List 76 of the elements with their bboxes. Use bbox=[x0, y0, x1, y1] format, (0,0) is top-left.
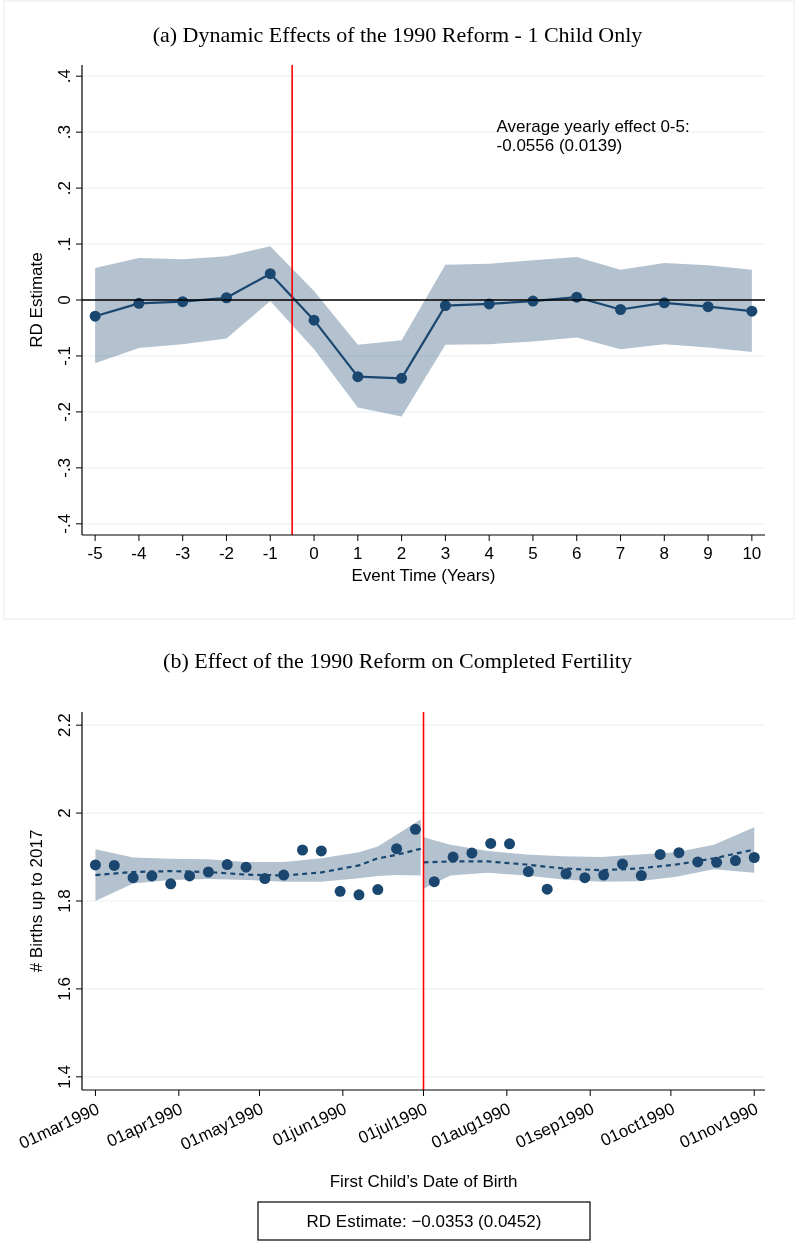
x-tick-label: 3 bbox=[440, 544, 451, 563]
y-tick-label: 1.8 bbox=[55, 889, 74, 913]
y-tick-label: .1 bbox=[55, 236, 74, 252]
point bbox=[673, 847, 685, 859]
x-tick-label: 2 bbox=[396, 544, 407, 563]
point bbox=[748, 851, 760, 863]
y-tick-label: -.2 bbox=[55, 401, 74, 422]
x-tick-label: 4 bbox=[484, 544, 494, 563]
x-tick-label: 8 bbox=[659, 544, 670, 563]
x-tick-label: 6 bbox=[572, 544, 582, 563]
point bbox=[352, 371, 364, 383]
point bbox=[615, 304, 627, 316]
point bbox=[729, 855, 741, 867]
x-tick-label: -3 bbox=[175, 544, 191, 563]
y-tick-label: 0 bbox=[55, 295, 74, 305]
y-tick-label: 1.4 bbox=[55, 1064, 74, 1089]
point bbox=[702, 301, 714, 313]
point bbox=[485, 837, 497, 849]
point bbox=[353, 889, 365, 901]
point bbox=[89, 310, 101, 322]
y-axis-title: # Births up to 2017 bbox=[27, 829, 46, 973]
point bbox=[560, 868, 572, 880]
x-tick-label: 0 bbox=[309, 544, 319, 563]
point bbox=[711, 856, 723, 868]
point bbox=[391, 843, 403, 855]
point bbox=[579, 872, 591, 884]
y-tick-label: 2.2 bbox=[55, 713, 74, 738]
y-tick-label: .2 bbox=[55, 181, 74, 196]
x-tick-label: 1 bbox=[353, 544, 363, 563]
point bbox=[240, 861, 252, 873]
y-tick-label: -.3 bbox=[55, 457, 74, 478]
point bbox=[428, 876, 440, 888]
point bbox=[127, 872, 139, 884]
point bbox=[466, 847, 478, 859]
point bbox=[396, 372, 408, 384]
chart-title: (a) Dynamic Effects of the 1990 Reform - 1 Child Only bbox=[152, 22, 643, 47]
y-tick-label: 1.6 bbox=[55, 977, 74, 1001]
x-axis-title: Event Time (Years) bbox=[351, 566, 496, 585]
point bbox=[165, 878, 177, 890]
x-tick-label: -1 bbox=[262, 544, 278, 563]
point bbox=[334, 885, 346, 897]
point bbox=[598, 869, 610, 881]
x-tick-label: -5 bbox=[87, 544, 103, 563]
point bbox=[654, 848, 666, 860]
y-tick-label: .4 bbox=[55, 69, 74, 84]
point bbox=[89, 859, 101, 871]
y-tick-label: 2 bbox=[55, 808, 74, 818]
point bbox=[108, 859, 120, 871]
text: RD Estimate: −0.0353 (0.0452) bbox=[306, 1212, 542, 1231]
x-tick-label: 5 bbox=[528, 544, 538, 563]
point bbox=[372, 884, 384, 896]
annotation: Average yearly effect 0-5: -0.0556 (0.0139) bbox=[496, 117, 690, 155]
point bbox=[522, 866, 534, 878]
x-tick-label: 9 bbox=[703, 544, 713, 563]
point bbox=[616, 858, 628, 870]
chart-title: (b) Effect of the 1990 Reform on Completed Fertility bbox=[163, 648, 632, 673]
x-tick-label: -2 bbox=[218, 544, 235, 563]
point bbox=[264, 268, 276, 280]
point bbox=[297, 844, 308, 856]
point bbox=[541, 883, 553, 895]
x-axis-title: First Child’s Date of Birth bbox=[329, 1172, 518, 1191]
x-tick-label: -4 bbox=[131, 544, 147, 563]
point bbox=[308, 314, 320, 326]
point bbox=[221, 859, 233, 871]
y-tick-label: -.1 bbox=[55, 346, 74, 366]
point bbox=[315, 845, 327, 857]
x-tick-label: 10 bbox=[742, 544, 762, 563]
y-axis-title: RD Estimate bbox=[27, 252, 46, 348]
point bbox=[439, 300, 451, 312]
point bbox=[504, 838, 516, 850]
point bbox=[635, 870, 647, 882]
point bbox=[409, 823, 421, 835]
x-tick-label: 7 bbox=[615, 544, 626, 563]
y-tick-label: .3 bbox=[55, 125, 74, 140]
y-tick-label: -.4 bbox=[55, 513, 74, 534]
point bbox=[746, 305, 758, 317]
